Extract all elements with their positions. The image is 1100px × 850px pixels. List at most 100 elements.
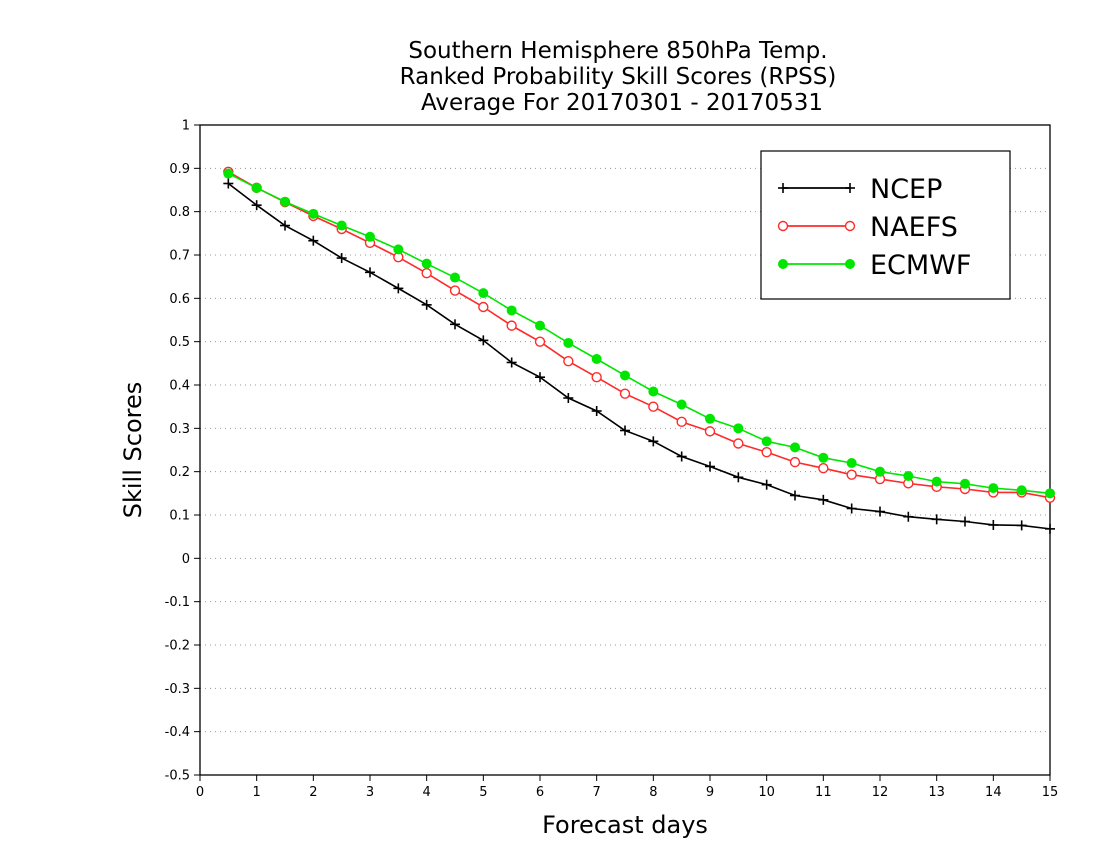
chart-title-line-2: Ranked Probability Skill Scores (RPSS) — [400, 64, 837, 90]
y-tick-label: 0.6 — [169, 292, 190, 307]
legend-marker — [845, 259, 855, 269]
legend-marker — [778, 259, 788, 269]
data-point-naefs — [421, 268, 432, 279]
data-point-ncep — [931, 514, 942, 525]
data-point-ncep — [336, 253, 347, 264]
x-axis-label: Forecast days — [542, 811, 708, 839]
data-point-ncep — [251, 200, 262, 211]
data-point-ecmwf — [563, 337, 574, 348]
data-point-ecmwf — [1016, 485, 1027, 496]
data-point-ncep — [1045, 523, 1055, 534]
data-point-ncep — [620, 425, 630, 436]
x-tick-label: 8 — [649, 785, 657, 800]
data-point-ncep — [450, 319, 460, 330]
y-tick-label: 0.1 — [169, 509, 190, 524]
data-point-naefs — [591, 372, 602, 383]
data-point-ncep — [365, 267, 375, 278]
data-point-naefs — [563, 355, 574, 367]
x-tick-label: 2 — [309, 785, 317, 800]
chart-title-line-3: Average For 20170301 - 20170531 — [421, 90, 823, 116]
data-series — [223, 166, 1056, 534]
legend-label: NCEP — [870, 174, 942, 205]
data-point-ecmwf — [790, 442, 800, 453]
data-point-ncep — [506, 357, 517, 368]
data-point-ncep — [903, 511, 914, 522]
y-tick-label: 0 — [182, 552, 190, 567]
chart-title: Southern Hemisphere 850hPa Temp. Ranked … — [400, 38, 837, 116]
legend-marker — [777, 220, 789, 232]
x-tick-label: 13 — [928, 785, 945, 800]
data-point-ncep — [478, 335, 489, 346]
y-tick-label: 0.4 — [169, 379, 190, 394]
x-tick-label: 15 — [1042, 785, 1059, 800]
data-point-ecmwf — [393, 244, 404, 255]
y-tick-label: 0.5 — [169, 335, 190, 350]
data-point-ecmwf — [223, 168, 234, 179]
data-point-naefs — [818, 463, 829, 474]
data-point-ecmwf — [251, 182, 262, 193]
data-point-ncep — [535, 372, 545, 383]
data-point-ncep — [960, 516, 970, 527]
data-point-ecmwf — [676, 399, 687, 410]
y-tick-label: -0.3 — [165, 682, 190, 697]
data-point-ncep — [421, 299, 432, 310]
data-point-ecmwf — [478, 288, 489, 299]
y-axis-ticks: -0.5 -0.4 -0.3 -0.2 -0.1 0 0.1 0.2 0.3 0.4 0.5 0.6 0… — [165, 119, 200, 784]
data-point-ncep — [280, 220, 290, 231]
x-tick-label: 1 — [253, 785, 261, 800]
data-point-ncep — [591, 406, 602, 416]
data-point-ncep — [1016, 520, 1027, 531]
data-point-naefs — [449, 285, 461, 296]
data-point-naefs — [676, 416, 687, 428]
series-ncep — [223, 178, 1055, 534]
x-tick-label: 6 — [536, 785, 544, 800]
x-tick-label: 5 — [479, 785, 487, 800]
data-point-ncep — [648, 436, 659, 447]
data-point-ecmwf — [506, 305, 517, 316]
data-point-ecmwf — [903, 471, 914, 481]
x-tick-label: 4 — [423, 785, 431, 800]
y-tick-label: 0.9 — [169, 162, 190, 177]
data-point-ecmwf — [960, 478, 970, 489]
x-tick-label: 3 — [366, 785, 374, 800]
data-point-ecmwf — [818, 452, 829, 463]
data-point-naefs — [846, 469, 857, 480]
data-point-naefs — [506, 320, 517, 331]
data-point-ncep — [308, 235, 319, 246]
data-point-ecmwf — [280, 196, 290, 207]
y-tick-label: -0.5 — [165, 769, 190, 784]
data-point-ecmwf — [308, 208, 319, 219]
data-point-naefs — [761, 446, 772, 458]
legend-marker — [778, 183, 788, 193]
y-tick-label: 0.3 — [169, 422, 190, 437]
legend-marker — [844, 220, 856, 232]
data-point-ecmwf — [761, 436, 772, 447]
x-axis-ticks: 0 1 2 3 4 5 6 7 8 9 10 11 12 13 14 15 — [196, 775, 1058, 800]
data-point-naefs — [648, 401, 659, 412]
x-tick-label: 7 — [593, 785, 601, 800]
y-tick-label: 1 — [182, 119, 190, 134]
data-point-ncep — [393, 283, 404, 294]
data-point-ncep — [223, 178, 234, 189]
legend-entry-ncep: NCEP — [778, 174, 942, 205]
legend-label: NAEFS — [870, 212, 958, 243]
x-tick-label: 11 — [815, 785, 832, 800]
data-point-ecmwf — [705, 413, 715, 424]
y-tick-label: -0.4 — [165, 725, 190, 740]
data-point-ecmwf — [450, 272, 460, 283]
x-tick-label: 0 — [196, 785, 204, 800]
data-point-ecmwf — [336, 220, 347, 231]
legend-box — [760, 150, 1011, 300]
data-point-ncep — [875, 506, 885, 517]
data-point-ecmwf — [846, 458, 857, 468]
data-point-ecmwf — [421, 258, 432, 269]
y-tick-label: 0.2 — [169, 465, 190, 480]
data-point-naefs — [478, 301, 489, 313]
data-point-ecmwf — [365, 231, 375, 242]
y-tick-label: 0.8 — [169, 205, 190, 220]
data-point-ecmwf — [931, 476, 942, 487]
chart-title-line-1: Southern Hemisphere 850hPa Temp. — [408, 38, 827, 64]
data-point-naefs — [789, 456, 801, 468]
data-point-ncep — [846, 503, 857, 514]
